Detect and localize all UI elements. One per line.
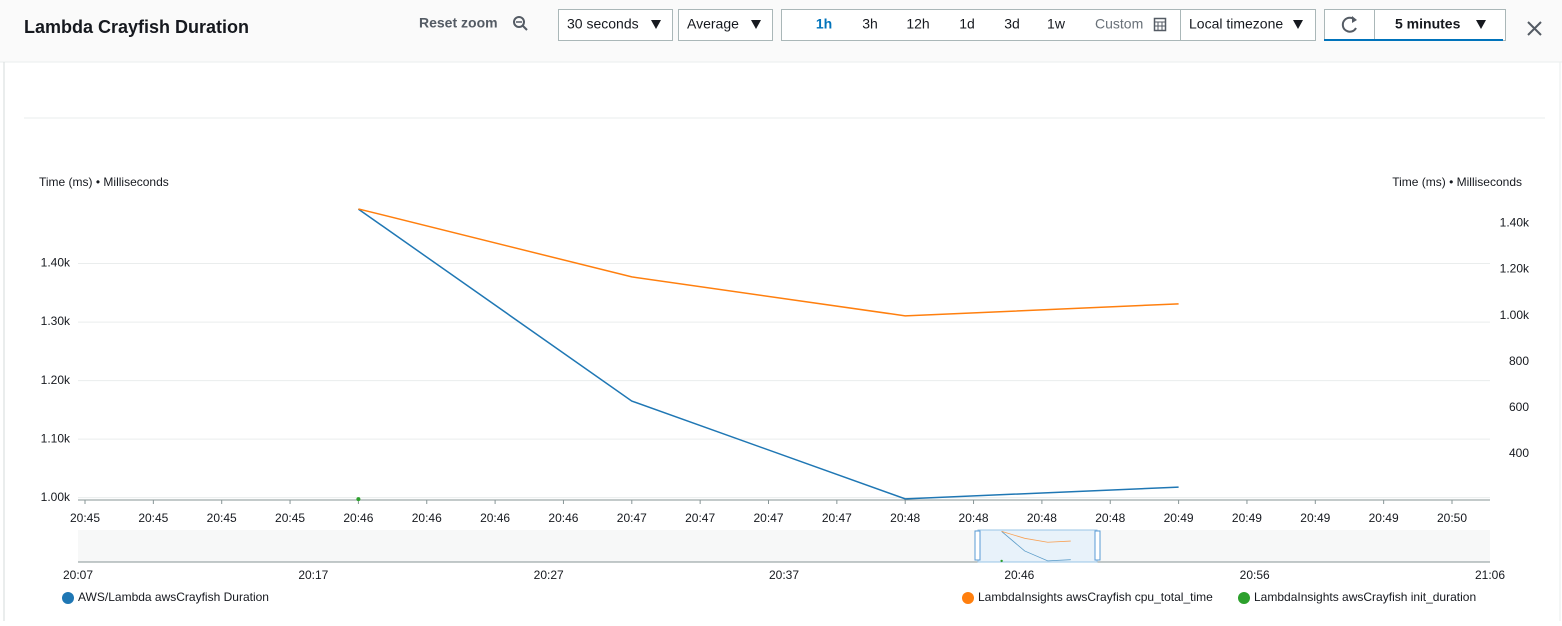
range-1w[interactable]: 1w: [1047, 16, 1066, 32]
timezone-label[interactable]: Local timezone: [1189, 16, 1283, 32]
y2-tick-label: 1.00k: [1500, 308, 1530, 322]
refresh-icon[interactable]: [1341, 16, 1357, 33]
refresh-box[interactable]: [1324, 9, 1375, 41]
y2-tick-label: 400: [1509, 446, 1529, 460]
caret[interactable]: [1293, 20, 1303, 29]
range-1d[interactable]: 1d: [959, 16, 975, 32]
x-tick-label: 20:46: [480, 511, 510, 525]
panel-title: Lambda Crayfish Duration: [24, 17, 249, 37]
overview-line: [1001, 531, 1071, 543]
calendar-frame[interactable]: [1153, 17, 1167, 32]
data-point: [356, 497, 361, 502]
x-tick-label: 20:45: [207, 511, 237, 525]
x-tick-label: 20:50: [1437, 511, 1467, 525]
x-tick-label: 20:48: [1095, 511, 1125, 525]
x-tick-label: 20:48: [890, 511, 920, 525]
x-tick-label: 20:48: [1027, 511, 1057, 525]
caret[interactable]: [751, 20, 761, 29]
timezone-select[interactable]: Local timezone: [1180, 10, 1304, 40]
series-line: [358, 208, 1179, 317]
x-tick-label: 20:47: [753, 511, 783, 525]
y-tick-label: 1.40k: [41, 256, 71, 270]
range-1h[interactable]: 1h: [816, 16, 832, 32]
range-12h[interactable]: 12h: [906, 16, 929, 32]
zoom-icon[interactable]: [513, 16, 525, 28]
overview-tick-label: 21:06: [1475, 568, 1505, 582]
refresh-arrow[interactable]: [1352, 16, 1357, 23]
x-tick-label: 20:46: [412, 511, 442, 525]
x-tick-label: 20:47: [617, 511, 647, 525]
legend-swatch: [1238, 592, 1250, 604]
interval-box[interactable]: [1374, 9, 1506, 41]
y-tick-label: 1.20k: [41, 373, 71, 387]
refresh-button[interactable]: [1324, 9, 1375, 41]
legend-swatch: [962, 592, 974, 604]
selection-handle[interactable]: [974, 530, 981, 561]
interval-label[interactable]: 5 minutes: [1395, 16, 1461, 32]
calendar-icon[interactable]: [1153, 17, 1167, 32]
x-tick-label: 20:45: [138, 511, 168, 525]
y-tick-label: 1.10k: [41, 431, 71, 445]
legend-label: AWS/Lambda awsCrayfish Duration: [78, 590, 269, 604]
series-line: [357, 208, 1179, 500]
y2-tick-label: 1.20k: [1500, 262, 1530, 276]
period-select[interactable]: 30 seconds: [558, 9, 673, 41]
legend-label: LambdaInsights awsCrayfish init_duration: [1254, 590, 1476, 604]
y-tick-label: 1.00k: [41, 490, 71, 504]
period-label[interactable]: 30 seconds: [567, 16, 639, 32]
range-3d[interactable]: 3d: [1004, 16, 1020, 32]
y-tick-label: 1.30k: [41, 314, 71, 328]
x-tick-label: 20:45: [70, 511, 100, 525]
y2-axis-label: Time (ms) • Milliseconds: [1392, 175, 1522, 189]
overview-tick-label: 20:46: [1004, 568, 1034, 582]
statistic-select[interactable]: Average: [678, 9, 773, 41]
x-tick-label: 20:49: [1300, 511, 1330, 525]
selection-handle[interactable]: [1094, 530, 1101, 561]
overview-tick-label: 20:56: [1240, 568, 1270, 582]
overview-background: [78, 530, 1490, 562]
x-tick-label: 20:49: [1232, 511, 1262, 525]
period-box[interactable]: [558, 9, 673, 41]
legend-swatch: [62, 592, 74, 604]
close-button[interactable]: [1527, 21, 1542, 36]
overview-line: [1001, 531, 1071, 562]
y2-tick-label: 600: [1509, 400, 1529, 414]
range-group: [781, 9, 1316, 41]
caret[interactable]: [651, 20, 661, 29]
custom-range[interactable]: Custom: [1095, 16, 1143, 32]
x-tick-label: 20:45: [275, 511, 305, 525]
y-axis-label: Time (ms) • Milliseconds: [39, 175, 169, 189]
overview-tick-label: 20:07: [63, 568, 93, 582]
x-tick-label: 20:47: [822, 511, 852, 525]
x-tick-label: 20:49: [1164, 511, 1194, 525]
overview-tick-label: 20:27: [534, 568, 564, 582]
x-tick-label: 20:48: [959, 511, 989, 525]
x-tick-label: 20:49: [1369, 511, 1399, 525]
reset-zoom[interactable]: Reset zoom: [419, 15, 528, 31]
y2-tick-label: 800: [1509, 354, 1529, 368]
overview-selection[interactable]: [977, 529, 1098, 563]
caret[interactable]: [1476, 20, 1486, 29]
reset-zoom-label[interactable]: Reset zoom: [419, 15, 498, 31]
statistic-label[interactable]: Average: [687, 16, 739, 32]
x-tick-label: 20:46: [548, 511, 578, 525]
legend-label: LambdaInsights awsCrayfish cpu_total_tim…: [978, 590, 1213, 604]
overview-point: [1000, 559, 1003, 563]
calendar-grid[interactable]: [1155, 21, 1165, 30]
zoom-icon-handle[interactable]: [522, 25, 528, 31]
range-3h[interactable]: 3h: [862, 16, 878, 32]
overview-tick-label: 20:37: [769, 568, 799, 582]
overview-tick-label: 20:17: [298, 568, 328, 582]
x-tick-label: 20:46: [343, 511, 373, 525]
y2-tick-label: 1.40k: [1500, 216, 1530, 230]
refresh-interval-select[interactable]: 5 minutes: [1374, 9, 1506, 41]
x-tick-label: 20:47: [685, 511, 715, 525]
